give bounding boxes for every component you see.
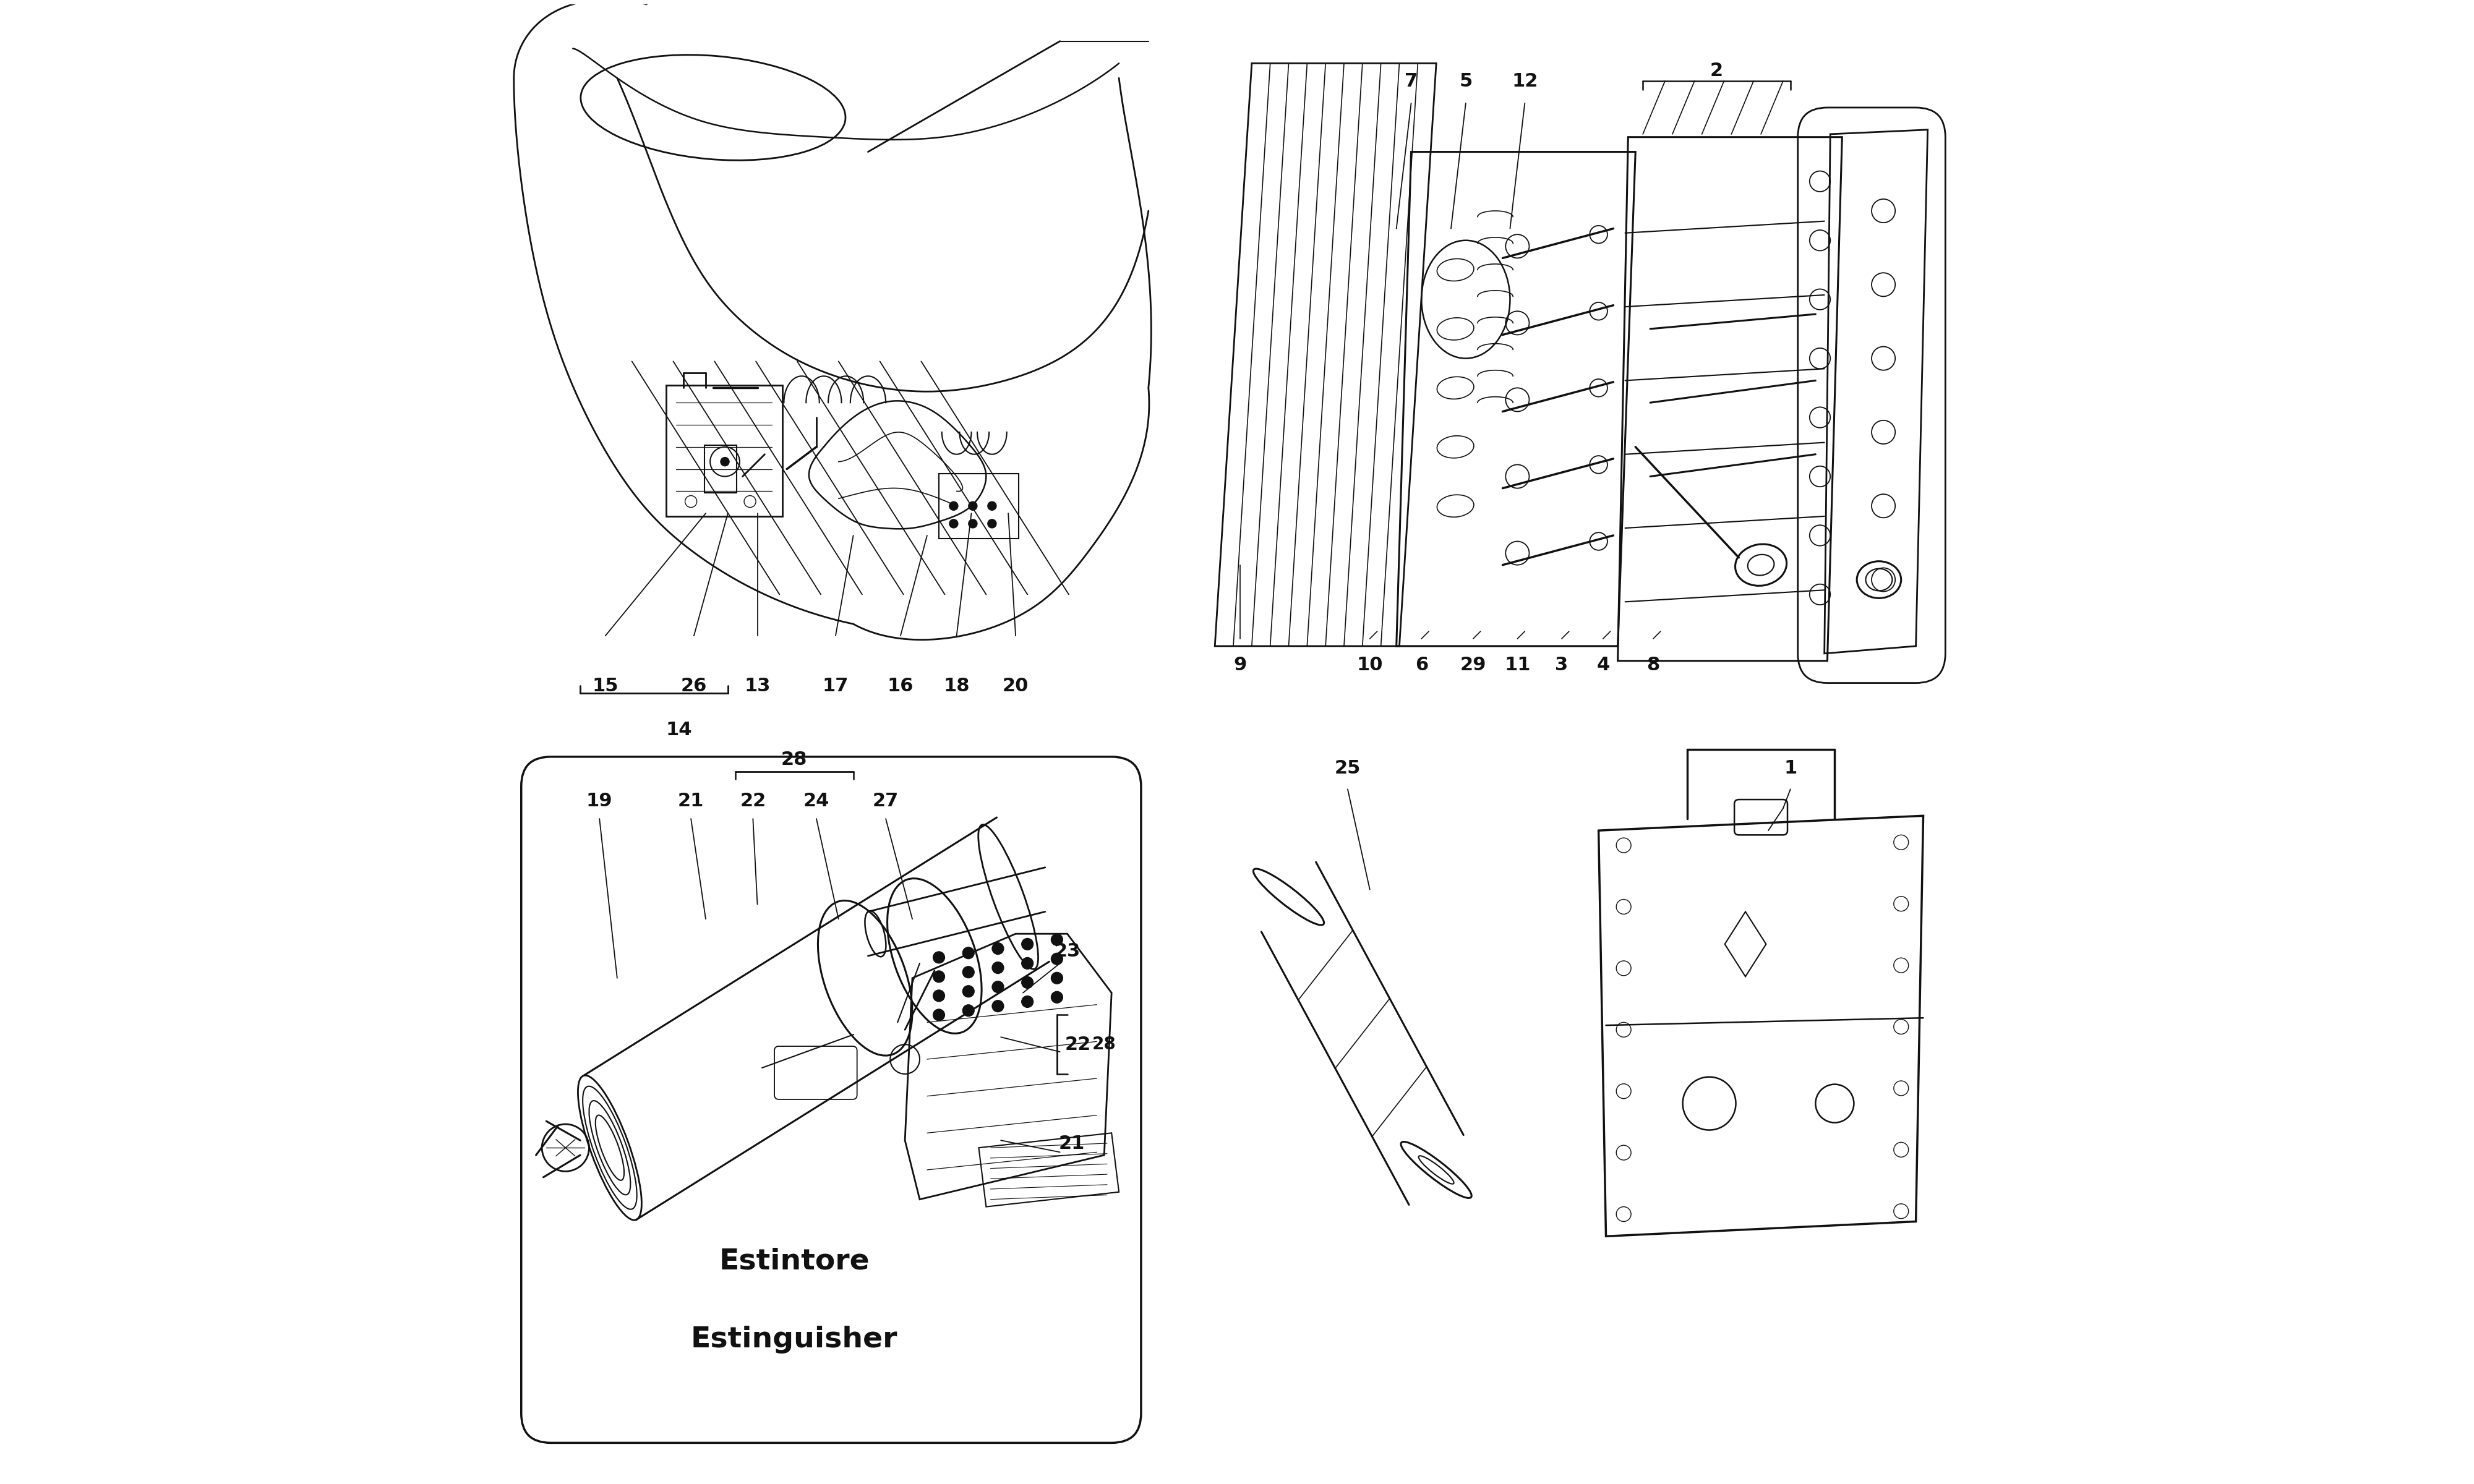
Text: 23: 23: [1054, 942, 1081, 960]
Circle shape: [992, 1000, 1004, 1012]
Text: 2: 2: [1710, 62, 1724, 80]
Circle shape: [950, 502, 957, 510]
Text: 25: 25: [1333, 760, 1361, 778]
Text: 4: 4: [1596, 656, 1611, 674]
Ellipse shape: [977, 825, 1039, 969]
Circle shape: [1022, 996, 1034, 1008]
Text: 22: 22: [1064, 1036, 1091, 1054]
Circle shape: [933, 971, 945, 982]
Ellipse shape: [579, 1076, 641, 1220]
Text: 22: 22: [740, 792, 767, 810]
Text: 28: 28: [782, 751, 807, 769]
Circle shape: [1051, 972, 1064, 984]
Text: 12: 12: [1512, 73, 1539, 91]
Text: 26: 26: [680, 677, 708, 695]
Circle shape: [992, 981, 1004, 993]
Circle shape: [967, 502, 977, 510]
Text: 21: 21: [1059, 1134, 1084, 1152]
Text: 11: 11: [1504, 656, 1531, 674]
Text: 17: 17: [821, 677, 849, 695]
Circle shape: [1022, 976, 1034, 988]
Text: 13: 13: [745, 677, 769, 695]
Circle shape: [967, 519, 977, 528]
Circle shape: [962, 966, 975, 978]
Text: 18: 18: [943, 677, 970, 695]
Text: 6: 6: [1415, 656, 1427, 674]
Circle shape: [720, 457, 730, 466]
Text: 24: 24: [804, 792, 829, 810]
Text: 3: 3: [1556, 656, 1569, 674]
Circle shape: [933, 990, 945, 1002]
Text: 10: 10: [1356, 656, 1383, 674]
Circle shape: [933, 1009, 945, 1021]
Circle shape: [1022, 938, 1034, 950]
Text: Estinguisher: Estinguisher: [690, 1325, 898, 1353]
Text: 27: 27: [873, 792, 898, 810]
Text: 1: 1: [1784, 760, 1796, 778]
Text: 21: 21: [678, 792, 705, 810]
Text: Estintore: Estintore: [720, 1248, 868, 1275]
Text: 5: 5: [1460, 73, 1472, 91]
Text: 29: 29: [1460, 656, 1487, 674]
Text: 20: 20: [1002, 677, 1029, 695]
Text: 28: 28: [1091, 1036, 1116, 1054]
Circle shape: [987, 519, 997, 528]
Circle shape: [933, 951, 945, 963]
Circle shape: [1051, 933, 1064, 945]
Circle shape: [962, 947, 975, 959]
Text: 15: 15: [591, 677, 618, 695]
Circle shape: [987, 502, 997, 510]
Circle shape: [1051, 953, 1064, 965]
Circle shape: [992, 962, 1004, 974]
Text: 8: 8: [1648, 656, 1660, 674]
Text: 19: 19: [586, 792, 614, 810]
Circle shape: [1022, 957, 1034, 969]
Text: 7: 7: [1405, 73, 1418, 91]
Text: 14: 14: [666, 721, 693, 739]
Text: 16: 16: [888, 677, 913, 695]
Circle shape: [962, 1005, 975, 1017]
Circle shape: [950, 519, 957, 528]
Circle shape: [1051, 991, 1064, 1003]
Text: 9: 9: [1235, 656, 1247, 674]
Circle shape: [992, 942, 1004, 954]
Circle shape: [962, 985, 975, 997]
